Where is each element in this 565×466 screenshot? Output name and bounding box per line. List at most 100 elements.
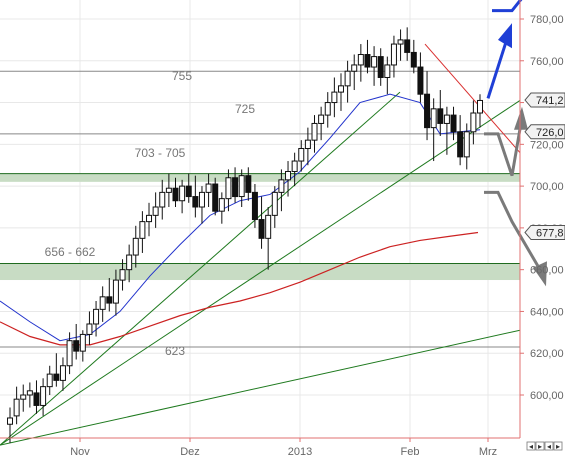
scroll-button[interactable] [553, 441, 563, 451]
candle-body [298, 148, 305, 162]
candle-body [324, 102, 331, 116]
price-tag-box [524, 124, 565, 140]
candle-body [119, 269, 126, 281]
candle-body [146, 214, 153, 223]
level-label: 703 - 705 [135, 146, 186, 160]
candle-body [470, 112, 477, 133]
candle-body [225, 177, 232, 200]
y-tick-label: 660,00 [530, 265, 564, 277]
level-label: 623 [165, 344, 185, 358]
candle-body [152, 206, 159, 216]
scroll-controls[interactable]: ◂ ▸ ◂ ▸ [526, 441, 563, 451]
candle-body [377, 56, 384, 78]
forecast-arrows [484, 0, 547, 287]
candle-body [205, 183, 212, 193]
candle-body [477, 99, 483, 114]
candle-body [404, 39, 411, 53]
candle-body [112, 279, 119, 304]
candle-body [132, 237, 139, 256]
x-tick-label: Feb [401, 446, 420, 458]
candle-body [86, 323, 93, 335]
price-tag-label: 741,2 [536, 95, 564, 107]
y-tick-label: 640,00 [530, 306, 564, 318]
support-zone [0, 263, 520, 281]
candle-body [245, 175, 252, 193]
candle-body [384, 64, 391, 78]
candle-body [40, 386, 47, 406]
uptrend-line-steep [0, 91, 401, 446]
candle-body [351, 64, 358, 72]
forecast-up-arrowhead [498, 23, 512, 49]
scroll-button[interactable] [544, 441, 554, 451]
scroll-arrow-icon[interactable]: ◂ [529, 442, 533, 451]
scroll-button[interactable] [526, 441, 536, 451]
downtrend-line [424, 43, 521, 154]
candle-body [344, 70, 351, 87]
candle-body [99, 296, 106, 310]
candle-body [337, 85, 344, 93]
candle-body [212, 183, 219, 212]
candle-body [73, 340, 80, 352]
scroll-arrow-icon[interactable]: ▸ [538, 442, 542, 451]
forecast-up-arrow-line [486, 35, 510, 99]
candle-body [371, 56, 378, 68]
candle-body [139, 221, 146, 239]
support-zone [0, 173, 520, 182]
candle-body [318, 114, 325, 124]
candle-body [291, 160, 298, 172]
forecast-up-target-line [492, 0, 523, 13]
price-tag-label: 677,8 [536, 227, 564, 239]
candle-body [185, 185, 192, 198]
candle-body [53, 373, 60, 381]
x-tick-label: Mrz [479, 446, 497, 458]
candle-body [93, 308, 100, 325]
candle-body [232, 177, 239, 198]
scroll-arrow-icon[interactable]: ▸ [556, 442, 560, 451]
level-labels: 755 725 703 - 705 656 - 662 623 [45, 69, 256, 358]
candle-body [258, 219, 265, 239]
forecast-down-arrowhead [533, 261, 547, 287]
price-tag-box [524, 92, 565, 108]
level-label: 656 - 662 [45, 245, 96, 259]
candle-body [390, 43, 397, 66]
candle-body [304, 139, 311, 150]
y-tick-label: 620,00 [530, 348, 564, 360]
candle-body [430, 108, 437, 129]
candle-body [311, 122, 318, 141]
x-tick-label: Nov [70, 446, 90, 458]
level-label: 725 [235, 102, 255, 116]
candle-body [450, 114, 457, 133]
candle-body [198, 191, 205, 208]
candle-body [443, 114, 450, 124]
candle-body [238, 175, 245, 198]
scroll-button[interactable] [535, 441, 545, 451]
candle-body [106, 296, 113, 304]
candle-body [192, 196, 199, 208]
candle-body [7, 417, 13, 425]
candle-body [126, 254, 133, 271]
candle-body [265, 214, 272, 239]
candle-body [437, 108, 444, 124]
candle-body [13, 398, 20, 417]
forecast-down-line [484, 190, 542, 271]
candle-body [463, 131, 470, 158]
candle-body [172, 187, 179, 202]
candle-body [26, 390, 33, 396]
candle-body [20, 394, 27, 400]
y-tick-label: 760,00 [530, 56, 564, 68]
candle-body [397, 39, 404, 45]
candle-body [159, 191, 166, 208]
candle-body [271, 191, 278, 216]
candles [7, 27, 483, 444]
candle-body [79, 333, 86, 352]
forecast-swing-arrowhead [514, 106, 528, 130]
y-tick-label: 720,00 [530, 139, 564, 151]
scroll-arrow-icon[interactable]: ◂ [547, 442, 551, 451]
candle-body [33, 392, 40, 406]
candle-body [410, 51, 417, 68]
candle-body [278, 179, 285, 193]
y-tick-label: 600,00 [530, 390, 564, 402]
